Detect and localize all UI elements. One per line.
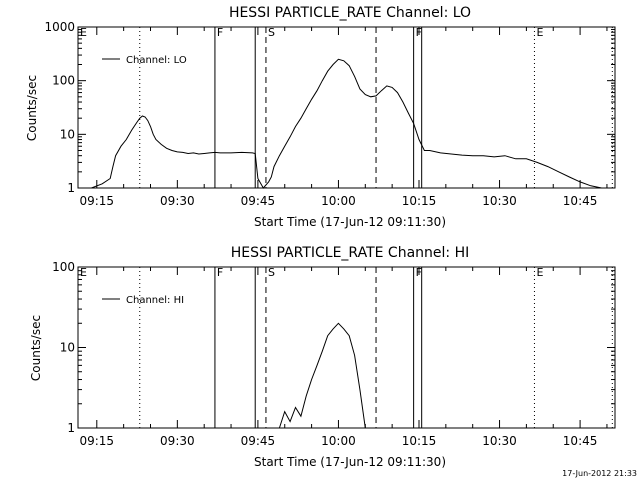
lo-marker-flag: F xyxy=(217,26,223,39)
hi-x-tick-label: 10:00 xyxy=(321,434,356,448)
lo-legend-label: Channel: LO xyxy=(126,55,187,66)
hi-marker-flag: F xyxy=(217,266,223,279)
lo-x-tick-label: 10:15 xyxy=(402,194,437,208)
lo-y-axis-label: Counts/sec xyxy=(25,75,39,141)
lo-x-tick-label: 09:45 xyxy=(241,194,276,208)
hi-series-line xyxy=(278,322,366,429)
lo-chart-title: HESSI PARTICLE_RATE Channel: LO xyxy=(229,5,471,21)
lo-x-tick-label: 09:15 xyxy=(79,194,114,208)
lo-y-tick-label: 100 xyxy=(52,74,75,88)
hi-x-tick-label: 10:15 xyxy=(402,434,437,448)
hi-marker-flag: F xyxy=(416,266,422,279)
hi-y-tick-label: 1 xyxy=(67,421,75,435)
lo-y-tick-label: 1000 xyxy=(44,20,75,34)
lo-x-tick-label: 10:00 xyxy=(321,194,356,208)
hi-y-tick-label: 100 xyxy=(52,260,75,274)
hi-x-tick-label: 09:30 xyxy=(160,434,195,448)
lo-y-tick-label: 1 xyxy=(67,181,75,195)
hi-x-tick-label: 10:30 xyxy=(482,434,517,448)
lo-x-tick-label: 10:30 xyxy=(482,194,517,208)
lo-series-line xyxy=(80,58,613,189)
hi-x-tick-label: 10:45 xyxy=(563,434,598,448)
lo-marker-flag: E xyxy=(80,26,87,39)
hi-y-tick-label: 10 xyxy=(60,341,75,355)
lo-marker-flag: S xyxy=(268,26,275,39)
hi-channel-panel: HESSI PARTICLE_RATE Channel: HI Start Ti… xyxy=(29,245,616,469)
hi-chart-title: HESSI PARTICLE_RATE Channel: HI xyxy=(231,245,469,261)
lo-marker-flag: F xyxy=(416,26,422,39)
timestamp-stamp: 17-Jun-2012 21:33 xyxy=(562,469,637,478)
hi-x-axis-label: Start Time (17-Jun-12 09:11:30) xyxy=(254,455,446,469)
lo-x-tick-label: 10:45 xyxy=(563,194,598,208)
hi-legend-label: Channel: HI xyxy=(126,295,184,306)
hi-marker-flag: S xyxy=(268,266,275,279)
lo-channel-panel: HESSI PARTICLE_RATE Channel: LO Start Ti… xyxy=(25,5,616,229)
lo-x-tick-label: 09:30 xyxy=(160,194,195,208)
lo-marker-flag: E xyxy=(536,26,543,39)
hi-x-tick-label: 09:15 xyxy=(79,434,114,448)
hi-marker-flag: E xyxy=(536,266,543,279)
lo-y-tick-label: 10 xyxy=(60,127,75,141)
hi-marker-flag: E xyxy=(80,266,87,279)
hi-x-tick-label: 09:45 xyxy=(241,434,276,448)
hi-y-axis-label: Counts/sec xyxy=(29,315,43,381)
lo-x-axis-label: Start Time (17-Jun-12 09:11:30) xyxy=(254,215,446,229)
